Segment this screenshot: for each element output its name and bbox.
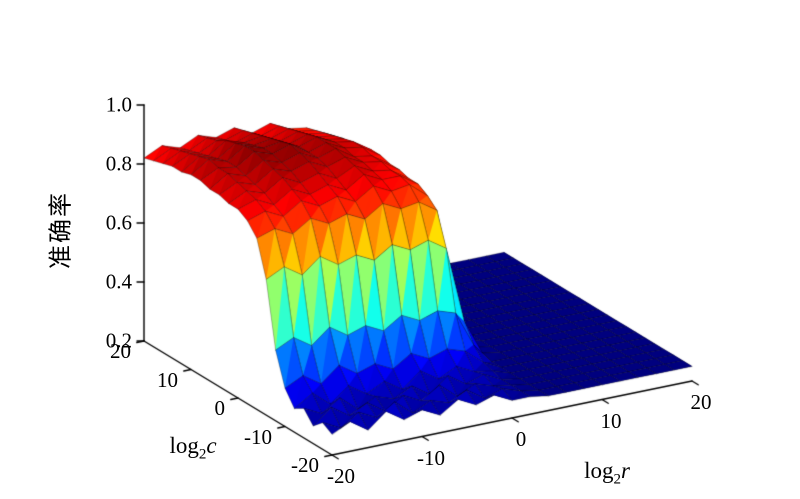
z-axis-title: 准确率: [41, 191, 76, 269]
c-axis-title: log2c: [169, 433, 217, 462]
r-axis-title: log2r: [584, 458, 630, 487]
c-axis-title-prefix: log: [169, 433, 199, 458]
r-axis-title-sub: 2: [613, 471, 621, 488]
c-axis-title-var: c: [206, 433, 217, 458]
r-axis-title-var: r: [620, 458, 630, 483]
z-axis-title-text: 准确率: [48, 191, 75, 269]
r-axis-title-prefix: log: [584, 458, 614, 483]
c-axis-title-sub: 2: [198, 446, 207, 463]
